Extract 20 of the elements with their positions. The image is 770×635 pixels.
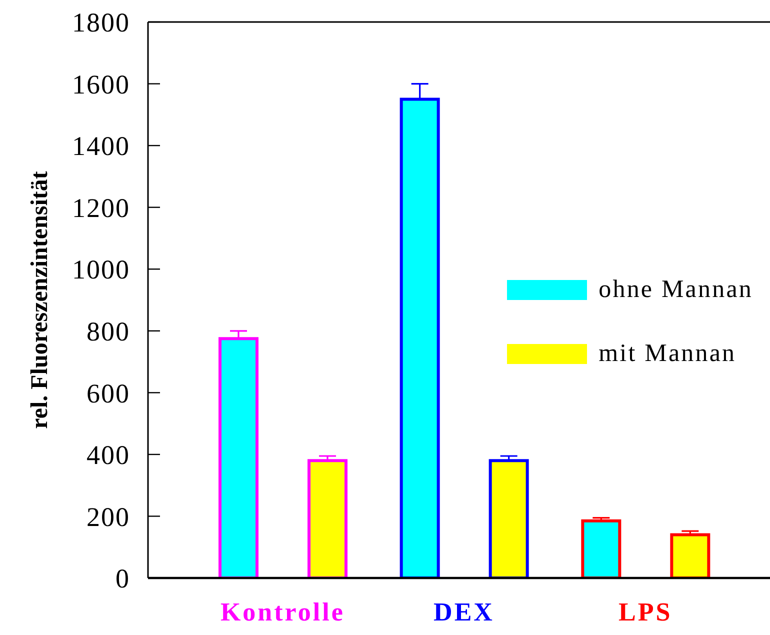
y-tick-label: 1200 [72, 192, 130, 223]
y-tick-label: 600 [86, 378, 130, 408]
bar [308, 459, 348, 578]
x-tick-label: LPS [618, 597, 672, 626]
y-tick-label: 800 [86, 316, 130, 346]
bar [670, 533, 710, 578]
y-axis-title: rel. Fluoreszenzintensität [27, 171, 53, 429]
y-tick-label: 1800 [72, 8, 130, 38]
x-tick-label: DEX [434, 597, 494, 626]
bar [488, 459, 529, 578]
y-tick-label: 200 [86, 502, 130, 532]
legend-label: mit Mannan [598, 340, 736, 368]
y-tick-label: 0 [116, 564, 130, 594]
bar [581, 519, 622, 578]
y-tick-label: 1600 [72, 69, 130, 100]
x-tick-label: Kontrolle [220, 597, 345, 626]
y-tick-label: 1000 [72, 254, 130, 285]
legend-label: ohne Mannan [598, 276, 753, 304]
y-tick-label: 400 [86, 440, 130, 470]
y-tick-label: 1400 [72, 131, 130, 162]
